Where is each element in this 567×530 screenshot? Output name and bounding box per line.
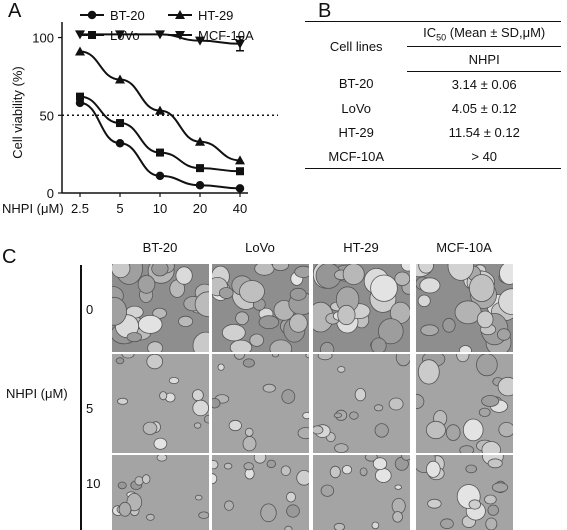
data-point-bt-20 xyxy=(195,180,205,190)
table-cell-line: BT-20 xyxy=(338,76,374,92)
y-tick-label: 50 xyxy=(40,108,54,123)
table-cell-line: MCF-10A xyxy=(305,144,408,169)
legend-marker xyxy=(175,31,185,40)
table-header-ic50: IC50 (Mean ± SD,μM) xyxy=(407,21,561,47)
x-tick-label: 10 xyxy=(153,201,167,215)
data-point-ht-29 xyxy=(235,155,245,165)
legend-marker xyxy=(175,10,185,19)
table-row: BT-20 3.14 ± 0.06 xyxy=(305,72,561,97)
micrograph-column-label: BT-20 xyxy=(142,240,178,255)
legend-marker xyxy=(88,31,96,39)
data-point-lovo xyxy=(196,164,204,173)
micrograph-image xyxy=(112,354,209,453)
y-axis-label: Cell viability (%) xyxy=(10,66,25,158)
data-point-mcf-10a xyxy=(155,30,165,40)
micrograph-image xyxy=(313,354,410,453)
panel-label-a: A xyxy=(8,0,22,22)
data-point-bt-20 xyxy=(115,139,125,148)
data-point-ht-29 xyxy=(155,105,165,115)
data-point-lovo xyxy=(236,167,244,176)
x-tick-label: 40 xyxy=(233,201,247,215)
micrograph-image xyxy=(416,354,513,453)
micrograph-image xyxy=(212,264,309,352)
ic-subscript: 50 xyxy=(436,32,447,43)
table-cell-value: 3.14 ± 0.06 xyxy=(451,76,517,92)
legend-label: LoVo xyxy=(110,28,140,43)
micrograph-axis-label: NHPI (μM) xyxy=(6,386,68,401)
data-point-bt-20 xyxy=(155,171,165,181)
y-tick-label: 100 xyxy=(32,31,54,46)
row-bracket-line xyxy=(80,265,82,530)
table-cell-line: HT-29 xyxy=(338,124,374,140)
table-cell-value: > 40 xyxy=(407,144,561,169)
data-point-ht-29 xyxy=(115,74,125,84)
table-row: HT-29 11.54 ± 0.12 xyxy=(305,120,561,144)
x-tick-label: 2.5 xyxy=(71,201,89,215)
data-point-bt-20 xyxy=(75,98,85,108)
data-point-ht-29 xyxy=(75,46,85,56)
micrograph-image xyxy=(416,264,513,352)
table-cell-value: 4.05 ± 0.12 xyxy=(451,100,517,116)
micrograph-image xyxy=(112,455,209,530)
table-row: LoVo 4.05 ± 0.12 xyxy=(305,96,561,120)
micrograph-row-label: 10 xyxy=(86,476,101,491)
legend-label: BT-20 xyxy=(110,8,145,23)
table-header-compound: NHPI xyxy=(407,46,561,72)
ic50-table: Cell lines IC50 (Mean ± SD,μM) NHPI BT-2… xyxy=(305,21,561,169)
table-row: MCF-10A > 40 xyxy=(305,144,561,169)
table-cell-line: LoVo xyxy=(341,100,372,116)
micrograph-image xyxy=(313,455,410,530)
ic-label: IC xyxy=(423,25,437,41)
x-tick-label: 5 xyxy=(116,201,123,215)
micrograph-row-label: 0 xyxy=(86,302,94,317)
x-axis-label: NHPI (μM) xyxy=(2,201,64,215)
ic-units: (Mean ± SD,μM) xyxy=(446,25,546,41)
micrograph-image xyxy=(416,455,513,530)
viability-line-chart: 0 50 100 2.5 5 10 20 40 NHPI (μM) Cell viability … xyxy=(2,8,278,215)
micrograph-row-label: 5 xyxy=(86,401,94,416)
micrograph-image xyxy=(112,264,209,352)
data-point-lovo xyxy=(156,148,164,157)
data-point-mcf-10a xyxy=(195,36,205,46)
data-point-ht-29 xyxy=(195,136,205,146)
legend-marker xyxy=(87,10,97,20)
y-tick-label: 0 xyxy=(47,186,54,201)
micrograph-image xyxy=(313,264,410,352)
micrograph-column-label: LoVo xyxy=(245,240,275,255)
panel-label-c: C xyxy=(2,246,17,268)
micrograph-column-label: MCF-10A xyxy=(436,240,492,255)
micrograph-column-label: HT-29 xyxy=(343,240,379,255)
legend-label: MCF-10A xyxy=(198,28,254,43)
table-cell-value: 11.54 ± 0.12 xyxy=(448,124,520,140)
data-point-bt-20 xyxy=(235,184,245,193)
data-point-lovo xyxy=(76,92,84,101)
table-header-cell-lines: Cell lines xyxy=(305,21,408,72)
data-point-lovo xyxy=(116,119,124,128)
x-tick-label: 20 xyxy=(193,201,207,215)
panel-label-b: B xyxy=(318,0,332,22)
legend-label: HT-29 xyxy=(198,8,233,23)
micrograph-image xyxy=(212,354,309,453)
data-point-mcf-10a xyxy=(115,30,125,40)
micrograph-image xyxy=(212,455,309,530)
